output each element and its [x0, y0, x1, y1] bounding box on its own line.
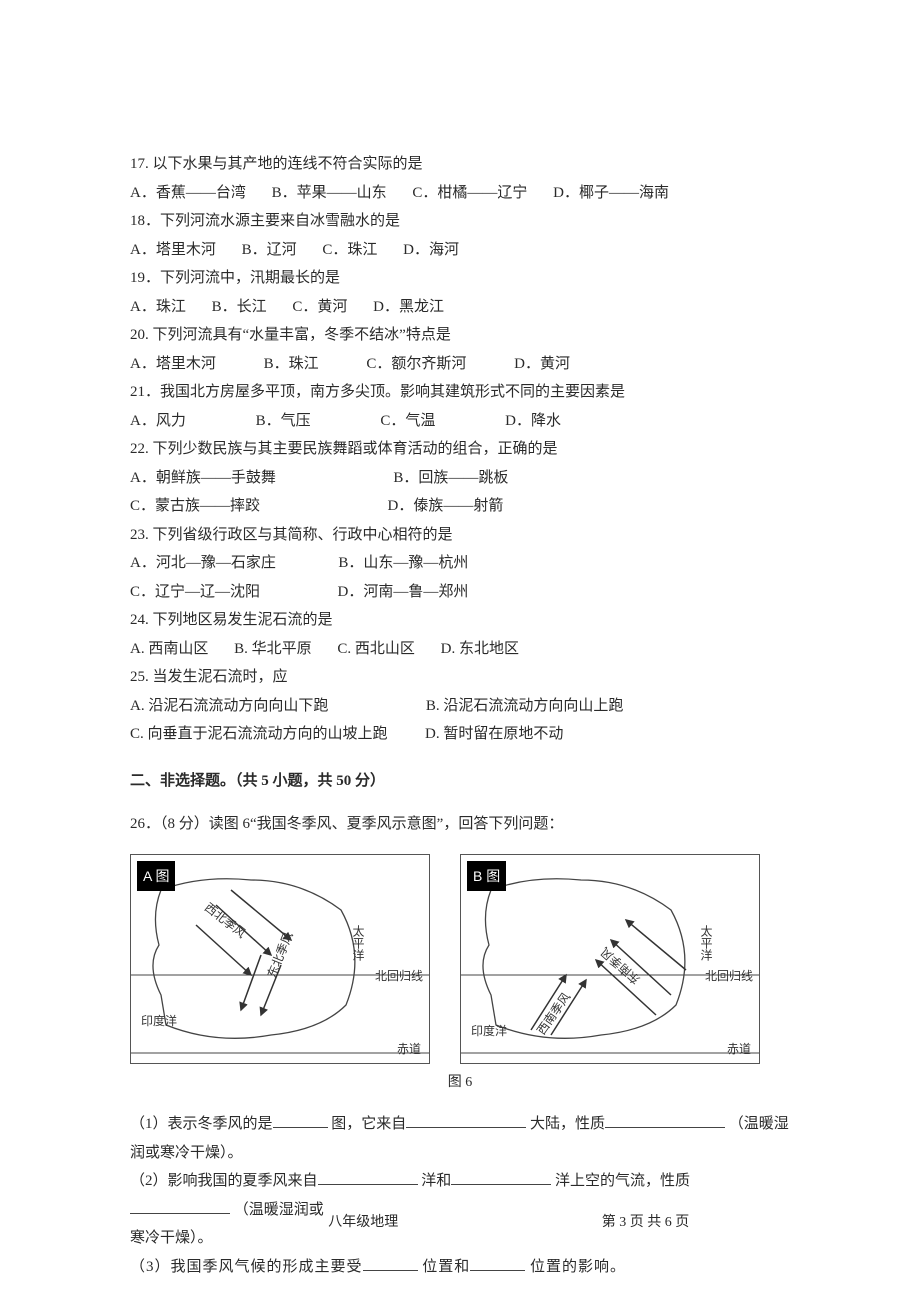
- q24-opt-d: D. 东北地区: [441, 641, 519, 657]
- q25-options-ab: A. 沿泥石流流动方向向山下跑 B. 沿泥石流流动方向向山上跑: [130, 692, 790, 721]
- q26-map-b-label: B 图: [467, 861, 506, 892]
- map-a-equator: 赤道: [397, 1038, 421, 1061]
- blank: [470, 1255, 525, 1270]
- q26-sub2-b: 洋和: [421, 1173, 451, 1189]
- q21-stem: 21．我国北方房屋多平顶，南方多尖顶。影响其建筑形式不同的主要因素是: [130, 378, 790, 407]
- q26-sub3-a: （3）我国季风气候的形成主要受: [130, 1259, 363, 1275]
- q22-opt-b: B．回族——跳板: [393, 470, 508, 486]
- q22-opt-c: C．蒙古族——摔跤: [130, 498, 260, 514]
- q24-stem: 24. 下列地区易发生泥石流的是: [130, 606, 790, 635]
- q17-opt-c: C．柑橘——辽宁: [412, 185, 527, 201]
- q26-sub2-c: 洋上空的气流，性质: [555, 1173, 690, 1189]
- q26-stem: 26．（8 分）读图 6“我国冬季风、夏季风示意图”，回答下列问题：: [130, 810, 790, 839]
- map-a-pacific: 太平洋: [346, 925, 369, 961]
- q24-opt-a: A. 西南山区: [130, 641, 208, 657]
- q22-opt-d: D．傣族——射箭: [388, 498, 504, 514]
- q18-options: A．塔里木河 B．辽河 C．珠江 D．海河: [130, 236, 790, 265]
- q20-opt-c: C．额尔齐斯河: [366, 356, 466, 372]
- q17-options: A．香蕉——台湾 B．苹果——山东 C．柑橘——辽宁 D．椰子——海南: [130, 179, 790, 208]
- q17-opt-b: B．苹果——山东: [272, 185, 387, 201]
- q26-sub3-c: 位置的影响。: [530, 1259, 626, 1275]
- exam-page: 17. 以下水果与其产地的连线不符合实际的是 A．香蕉——台湾 B．苹果——山东…: [0, 0, 920, 1302]
- q26-map-b: B 图 印度洋 北回归线 赤道 太平洋 东南: [460, 854, 760, 1064]
- q23-opt-b: B．山东—豫—杭州: [338, 555, 468, 571]
- q21-opt-b: B．气压: [256, 413, 311, 429]
- q25-opt-c: C. 向垂直于泥石流流动方向的山坡上跑: [130, 726, 388, 742]
- q26-figure-caption: 图 6: [130, 1070, 790, 1097]
- q18-opt-a: A．塔里木河: [130, 242, 216, 258]
- q23-options-cd: C．辽宁—辽—沈阳 D．河南—鲁—郑州: [130, 578, 790, 607]
- q17-stem: 17. 以下水果与其产地的连线不符合实际的是: [130, 150, 790, 179]
- map-b-equator: 赤道: [727, 1038, 751, 1061]
- q20-opt-d: D．黄河: [514, 356, 570, 372]
- map-b-indian-ocean: 印度洋: [471, 1020, 507, 1043]
- q22-opt-a: A．朝鲜族——手鼓舞: [130, 470, 276, 486]
- q21-opt-c: C．气温: [380, 413, 435, 429]
- q17-opt-d: D．椰子——海南: [553, 185, 669, 201]
- q23-stem: 23. 下列省级行政区与其简称、行政中心相符的是: [130, 521, 790, 550]
- q24-opt-b: B. 华北平原: [234, 641, 312, 657]
- q18-opt-c: C．珠江: [322, 242, 377, 258]
- q18-opt-b: B．辽河: [242, 242, 297, 258]
- q19-options: A．珠江 B．长江 C．黄河 D．黑龙江: [130, 293, 790, 322]
- q20-opt-b: B．珠江: [264, 356, 319, 372]
- q26-sub1-c: 大陆，性质: [530, 1116, 605, 1132]
- q19-opt-b: B．长江: [212, 299, 267, 315]
- section2-title: 二、非选择题。（共 5 小题，共 50 分）: [130, 767, 790, 796]
- map-a-tropic: 北回归线: [375, 965, 423, 988]
- q26-map-a-label: A 图: [137, 861, 175, 892]
- blank: [318, 1170, 418, 1185]
- q25-stem: 25. 当发生泥石流时，应: [130, 663, 790, 692]
- q21-opt-a: A．风力: [130, 413, 186, 429]
- q21-options: A．风力 B．气压 C．气温 D．降水: [130, 407, 790, 436]
- q17-opt-a: A．香蕉——台湾: [130, 185, 246, 201]
- q25-opt-b: B. 沿泥石流流动方向向山上跑: [426, 698, 624, 714]
- q24-options: A. 西南山区 B. 华北平原 C. 西北山区 D. 东北地区: [130, 635, 790, 664]
- q26-sub2-a: （2）影响我国的夏季风来自: [130, 1173, 318, 1189]
- q22-options-cd: C．蒙古族——摔跤 D．傣族——射箭: [130, 492, 790, 521]
- q19-opt-d: D．黑龙江: [373, 299, 444, 315]
- q25-opt-d: D. 暂时留在原地不动: [425, 726, 563, 742]
- map-b-pacific: 太平洋: [694, 925, 717, 961]
- map-a-indian-ocean: 印度洋: [141, 1010, 177, 1033]
- q20-opt-a: A．塔里木河: [130, 356, 216, 372]
- q22-options-ab: A．朝鲜族——手鼓舞 B．回族——跳板: [130, 464, 790, 493]
- q26-sub1-b: 图，它来自: [331, 1116, 406, 1132]
- q18-stem: 18．下列河流水源主要来自冰雪融水的是: [130, 207, 790, 236]
- blank: [363, 1255, 418, 1270]
- footer-subject: 八年级地理: [328, 1210, 528, 1237]
- q19-opt-c: C．黄河: [292, 299, 347, 315]
- q24-opt-c: C. 西北山区: [337, 641, 415, 657]
- map-b-tropic: 北回归线: [705, 965, 753, 988]
- q23-options-ab: A．河北—豫—石家庄 B．山东—豫—杭州: [130, 549, 790, 578]
- q23-opt-d: D．河南—鲁—郑州: [338, 584, 469, 600]
- q19-stem: 19．下列河流中，汛期最长的是: [130, 264, 790, 293]
- q26-map-a: A 图 印度洋 北回归线 赤道 太平洋 西北: [130, 854, 430, 1064]
- q25-options-cd: C. 向垂直于泥石流流动方向的山坡上跑 D. 暂时留在原地不动: [130, 720, 790, 749]
- q23-opt-a: A．河北—豫—石家庄: [130, 555, 276, 571]
- footer-page-number: 第 3 页 共 6 页: [602, 1210, 802, 1237]
- q26-sub3-b: 位置和: [422, 1259, 470, 1275]
- page-footer: 八年级地理 第 3 页 共 6 页: [0, 1210, 920, 1237]
- blank: [273, 1113, 328, 1128]
- q26-maps-row: A 图 印度洋 北回归线 赤道 太平洋 西北: [130, 854, 790, 1064]
- q25-opt-a: A. 沿泥石流流动方向向山下跑: [130, 698, 328, 714]
- q26-sub3: （3）我国季风气候的形成主要受 位置和 位置的影响。: [130, 1253, 790, 1282]
- q18-opt-d: D．海河: [403, 242, 459, 258]
- blank: [605, 1113, 725, 1128]
- q26-sub1-a: （1）表示冬季风的是: [130, 1116, 273, 1132]
- blank: [406, 1113, 526, 1128]
- q21-opt-d: D．降水: [505, 413, 561, 429]
- q23-opt-c: C．辽宁—辽—沈阳: [130, 584, 260, 600]
- q19-opt-a: A．珠江: [130, 299, 186, 315]
- q20-stem: 20. 下列河流具有“水量丰富，冬季不结冰”特点是: [130, 321, 790, 350]
- blank: [451, 1170, 551, 1185]
- q20-options: A．塔里木河 B．珠江 C．额尔齐斯河 D．黄河: [130, 350, 790, 379]
- q26-sub1: （1）表示冬季风的是 图，它来自 大陆，性质 （温暖湿润或寒冷干燥）。: [130, 1110, 790, 1167]
- q22-stem: 22. 下列少数民族与其主要民族舞蹈或体育活动的组合，正确的是: [130, 435, 790, 464]
